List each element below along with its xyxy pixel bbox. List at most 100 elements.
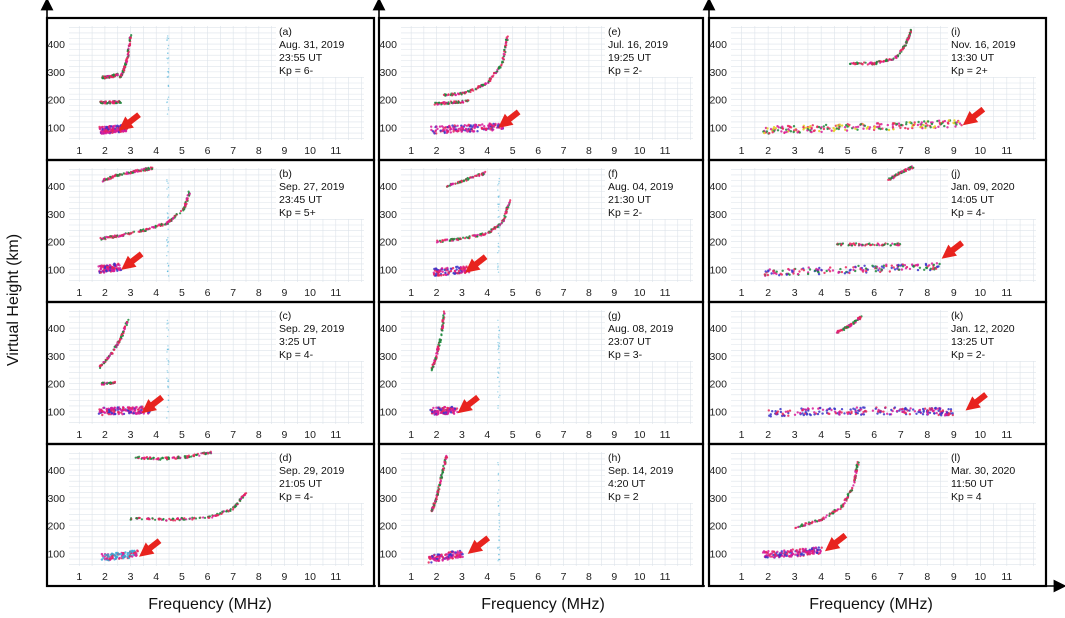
trace-point — [806, 129, 809, 132]
x-tick-label: 2 — [765, 429, 771, 441]
trace-point — [126, 172, 129, 175]
trace-point — [916, 268, 920, 272]
trace-point — [456, 272, 460, 275]
trace-point — [940, 414, 943, 417]
panel-letter: (k) — [951, 310, 963, 322]
trace-point — [472, 130, 475, 133]
x-tick-label: 3 — [792, 145, 798, 157]
trace-point — [907, 37, 910, 40]
trace-point — [479, 124, 482, 127]
trace-point — [458, 181, 461, 184]
trace-point — [149, 456, 152, 459]
trace-point — [895, 409, 899, 413]
trace-point — [857, 409, 860, 412]
trace-point — [783, 549, 786, 552]
x-tick-label: 8 — [586, 429, 592, 441]
noise-point — [167, 47, 169, 50]
trace-point — [806, 551, 809, 555]
trace-point — [114, 100, 117, 103]
trace-point — [800, 523, 804, 526]
trace-point — [440, 333, 443, 336]
trace-point — [431, 410, 434, 413]
trace-point — [833, 407, 836, 410]
y-tick-label: 400 — [47, 181, 65, 193]
x-tick-label: 8 — [924, 571, 930, 583]
x-tick-label: 9 — [611, 429, 617, 441]
trace-point — [804, 410, 807, 414]
trace-point — [809, 129, 812, 132]
trace-point — [490, 228, 493, 231]
trace-point — [459, 91, 462, 94]
trace-point — [852, 126, 855, 129]
trace-point — [128, 233, 131, 236]
red-arrow — [465, 254, 488, 273]
x-tick-label: 4 — [484, 429, 490, 441]
trace-point — [838, 329, 842, 333]
panel-date: Sep. 29, 2019 — [279, 465, 345, 477]
trace-point — [108, 269, 112, 272]
noise-point — [498, 227, 501, 229]
trace-point — [118, 264, 121, 267]
trace-point — [927, 120, 930, 123]
trace-point — [502, 52, 505, 56]
x-tick-label: 6 — [535, 571, 541, 583]
trace-point — [475, 234, 478, 237]
trace-point — [179, 212, 182, 215]
trace-point — [852, 484, 855, 487]
trace-point — [871, 264, 874, 267]
trace-point — [508, 201, 511, 204]
trace-point — [110, 406, 114, 410]
trace-point — [140, 518, 143, 521]
trace-point — [447, 125, 451, 128]
trace-point — [112, 381, 115, 384]
trace-point — [817, 273, 821, 276]
trace-point — [138, 455, 141, 458]
trace-point — [801, 408, 804, 412]
trace-point — [901, 48, 904, 51]
trace-point — [435, 406, 438, 409]
trace-point — [430, 128, 433, 132]
trace-point — [820, 130, 823, 134]
trace-point — [795, 549, 798, 552]
panel-kp: Kp = 2+ — [951, 65, 988, 77]
trace-point — [854, 62, 857, 65]
trace-point — [114, 173, 117, 176]
trace-point — [484, 82, 487, 85]
trace-point — [234, 504, 237, 507]
trace-point — [953, 119, 956, 122]
noise-point — [497, 341, 499, 344]
trace-point — [107, 128, 110, 131]
trace-point — [103, 178, 106, 181]
trace-point — [918, 408, 922, 412]
trace-point — [881, 243, 884, 246]
trace-point — [891, 58, 894, 61]
trace-point — [819, 406, 822, 410]
x-tick-label: 11 — [330, 145, 341, 157]
trace-point — [219, 511, 222, 515]
panel-letter: (j) — [951, 168, 960, 180]
trace-point — [926, 124, 929, 127]
trace-point — [116, 73, 119, 76]
trace-point — [99, 365, 102, 368]
trace-point — [827, 412, 830, 415]
trace-point — [102, 361, 105, 364]
x-tick-label: 2 — [434, 145, 440, 157]
trace-point — [822, 125, 825, 128]
trace-point — [102, 406, 105, 410]
trace-point — [100, 265, 103, 268]
trace-point — [483, 233, 486, 236]
trace-point — [99, 366, 102, 370]
trace-point — [110, 75, 113, 78]
trace-point — [145, 168, 148, 171]
panel-date: Aug. 08, 2019 — [608, 323, 674, 335]
trace-point — [151, 226, 154, 229]
trace-point — [785, 554, 788, 558]
y-tick-label: 200 — [709, 95, 727, 107]
trace-point — [454, 93, 457, 96]
trace-point — [430, 561, 433, 564]
panel-time: 23:07 UT — [608, 336, 652, 348]
trace-point — [802, 413, 805, 417]
trace-point — [932, 263, 935, 266]
trace-point — [894, 174, 897, 177]
panel-letter: (a) — [279, 26, 292, 38]
